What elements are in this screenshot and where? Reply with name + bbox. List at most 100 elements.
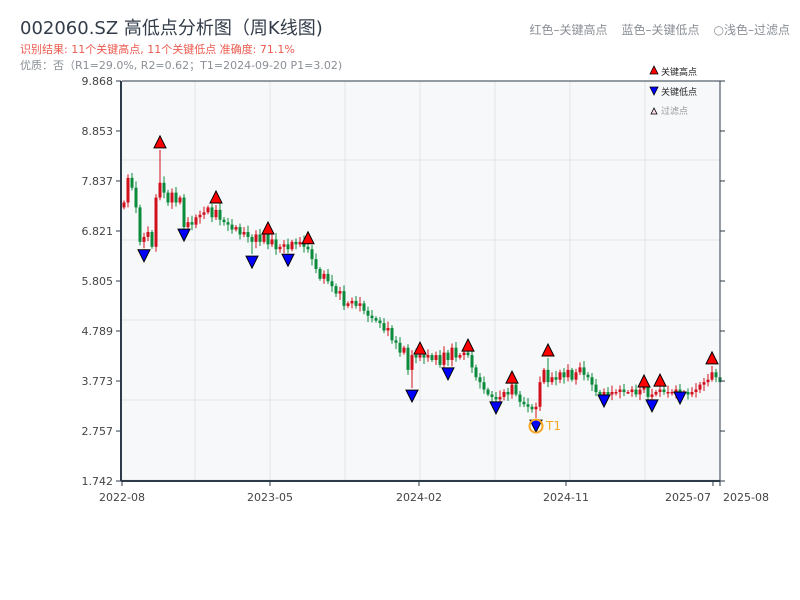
candle-body xyxy=(170,192,174,203)
candle-body xyxy=(570,369,574,380)
candle-body xyxy=(402,347,406,353)
candle-body xyxy=(214,209,218,218)
t1-label: T1 xyxy=(545,419,561,433)
key-low-marker xyxy=(645,399,659,414)
candle-body xyxy=(698,384,702,390)
candle-body xyxy=(646,387,650,397)
candle-body xyxy=(462,352,466,356)
key-high-marker xyxy=(301,230,315,245)
legend-filtered-label: 过滤点 xyxy=(661,105,688,117)
candle-body xyxy=(510,384,514,395)
key-low-marker xyxy=(137,249,151,263)
candle-body xyxy=(634,389,638,395)
candle-body xyxy=(202,212,206,215)
plot-area xyxy=(122,81,720,481)
candle-body xyxy=(554,377,558,380)
candle-body xyxy=(322,273,326,279)
candle-body xyxy=(622,389,626,393)
candle-body xyxy=(414,355,418,358)
candle-body xyxy=(450,347,454,361)
candle-body xyxy=(386,328,390,331)
y-tick-label: 5.805 xyxy=(82,275,114,288)
candle-body xyxy=(446,352,450,361)
candle-body xyxy=(254,234,258,242)
candle-body xyxy=(706,379,710,383)
candle-body xyxy=(362,303,366,311)
candle-body xyxy=(306,246,310,250)
candle-body xyxy=(342,291,346,306)
candle-body xyxy=(234,227,238,230)
key-high-marker xyxy=(209,189,223,204)
candle-body xyxy=(478,377,482,383)
key-low-marker xyxy=(245,255,259,270)
candle-body xyxy=(270,239,274,245)
candle-body xyxy=(606,392,610,395)
result-summary: 识别结果: 11个关键高点, 11个关键低点 准确度: 71.1% xyxy=(20,43,295,56)
candle-body xyxy=(666,392,670,394)
legend-high-label: 关键高点 xyxy=(661,66,697,78)
key-low-marker xyxy=(441,367,455,382)
candle-body xyxy=(294,241,298,245)
candle-body xyxy=(194,217,198,225)
candle-body xyxy=(374,318,378,321)
key-low-marker xyxy=(177,228,191,243)
candle-body xyxy=(558,372,562,380)
candle-body xyxy=(346,303,350,306)
key-low-marker xyxy=(405,389,419,404)
y-tick-label: 6.821 xyxy=(82,225,114,238)
candle-body xyxy=(670,392,674,394)
candle-body xyxy=(162,182,166,193)
candle-body xyxy=(702,382,706,385)
candle-body xyxy=(222,219,226,223)
candle-body xyxy=(238,227,242,235)
candle-body xyxy=(506,392,510,395)
key-high-marker xyxy=(637,373,651,388)
candle-body xyxy=(230,224,234,230)
legend-high-icon xyxy=(649,65,659,75)
candle-body xyxy=(206,207,210,213)
candle-body xyxy=(674,389,678,393)
candle-body xyxy=(538,382,542,407)
candle-body xyxy=(642,387,646,390)
candle-body xyxy=(610,392,614,395)
candle-body xyxy=(526,404,530,407)
candle-body xyxy=(330,281,334,287)
candle-body xyxy=(262,232,266,242)
candle-body xyxy=(338,291,342,294)
candle-body xyxy=(302,241,306,247)
candle-body xyxy=(210,207,214,218)
candle-body xyxy=(442,352,446,365)
candle-body xyxy=(274,239,278,250)
candle-body xyxy=(590,377,594,385)
candle-body xyxy=(130,177,134,188)
candle-body xyxy=(714,372,718,378)
candle-body xyxy=(226,222,230,225)
candle-body xyxy=(154,197,158,247)
y-tick-label: 2.757 xyxy=(82,425,114,438)
candle-body xyxy=(618,389,622,393)
candle-body xyxy=(318,268,322,279)
candle-body xyxy=(486,389,490,395)
candle-body xyxy=(658,389,662,393)
candle-body xyxy=(314,259,318,269)
candle-body xyxy=(534,406,538,410)
key-low-marker xyxy=(281,253,295,268)
candle-body xyxy=(482,382,486,390)
legend-blue-note: 蓝色–关键低点 xyxy=(621,23,700,37)
candle-body xyxy=(242,232,246,235)
candle-body xyxy=(638,389,642,395)
candle-body xyxy=(542,369,546,383)
candle-body xyxy=(418,355,422,358)
candle-body xyxy=(530,406,534,410)
candle-body xyxy=(410,355,414,370)
key-high-marker xyxy=(413,340,427,355)
candle-body xyxy=(394,340,398,343)
candle-body xyxy=(126,177,130,203)
chart-legend: 关键高点 关键低点 过滤点 xyxy=(649,65,697,117)
chart-title: 002060.SZ 高低点分析图（周K线图) xyxy=(20,18,323,39)
candle-body xyxy=(366,310,370,316)
legend-red-note: 红色–关键高点 xyxy=(529,23,608,37)
candle-body xyxy=(334,286,338,294)
candle-body xyxy=(574,372,578,380)
